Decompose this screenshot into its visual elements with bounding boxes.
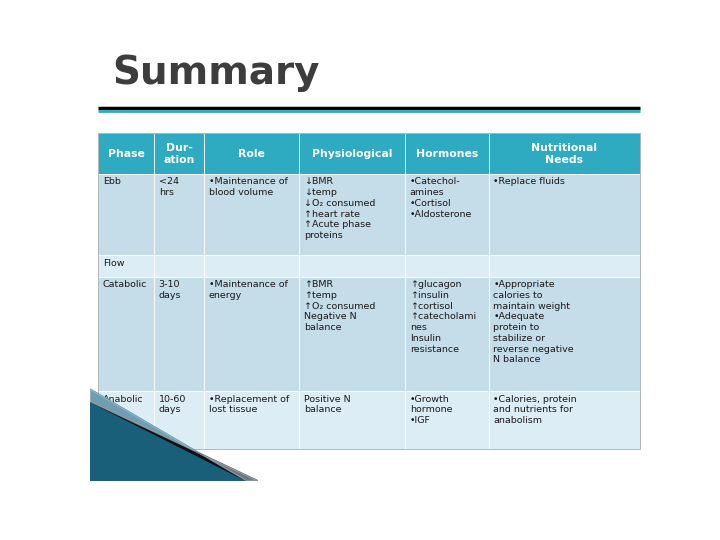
Text: Role: Role bbox=[238, 149, 265, 159]
Text: •Replacement of
lost tissue: •Replacement of lost tissue bbox=[209, 395, 289, 414]
Bar bbox=[489, 133, 639, 174]
Text: •Calories, protein
and nutrients for
anabolism: •Calories, protein and nutrients for ana… bbox=[493, 395, 577, 425]
Text: •Growth
hormone
•IGF: •Growth hormone •IGF bbox=[410, 395, 452, 425]
Bar bbox=[99, 277, 154, 391]
Bar bbox=[99, 391, 154, 449]
Bar bbox=[300, 277, 405, 391]
Text: Ebb: Ebb bbox=[103, 178, 121, 186]
Bar bbox=[99, 133, 154, 174]
Bar bbox=[300, 391, 405, 449]
Text: 10-60
days: 10-60 days bbox=[158, 395, 186, 414]
Bar bbox=[204, 277, 300, 391]
Bar bbox=[154, 391, 204, 449]
Bar bbox=[489, 174, 639, 255]
Bar bbox=[204, 255, 300, 277]
Text: <24
hrs: <24 hrs bbox=[158, 178, 179, 197]
Text: •Replace fluids: •Replace fluids bbox=[493, 178, 565, 186]
Text: Flow: Flow bbox=[103, 259, 125, 267]
Bar bbox=[204, 391, 300, 449]
Text: Hormones: Hormones bbox=[416, 149, 478, 159]
Bar bbox=[405, 133, 489, 174]
Text: Phase: Phase bbox=[108, 149, 145, 159]
Bar bbox=[99, 174, 154, 255]
Bar bbox=[204, 133, 300, 174]
Text: Nutritional
Needs: Nutritional Needs bbox=[531, 143, 598, 165]
Bar bbox=[154, 277, 204, 391]
Text: ↑BMR
↑temp
↑O₂ consumed
Negative N
balance: ↑BMR ↑temp ↑O₂ consumed Negative N balan… bbox=[304, 280, 375, 332]
Bar bbox=[489, 277, 639, 391]
Text: •Maintenance of
blood volume: •Maintenance of blood volume bbox=[209, 178, 288, 197]
Text: Positive N
balance: Positive N balance bbox=[304, 395, 351, 414]
Text: ↑glucagon
↑insulin
↑cortisol
↑catecholami
nes
Insulin
resistance: ↑glucagon ↑insulin ↑cortisol ↑catecholam… bbox=[410, 280, 476, 354]
Text: Physiological: Physiological bbox=[312, 149, 392, 159]
Text: 3-10
days: 3-10 days bbox=[158, 280, 181, 300]
Text: •Maintenance of
energy: •Maintenance of energy bbox=[209, 280, 288, 300]
Text: •Appropriate
calories to
maintain weight
•Adequate
protein to
stabilize or
rever: •Appropriate calories to maintain weight… bbox=[493, 280, 574, 364]
Bar bbox=[405, 277, 489, 391]
Polygon shape bbox=[90, 402, 258, 481]
Bar bbox=[99, 133, 639, 449]
Bar bbox=[154, 255, 204, 277]
Polygon shape bbox=[90, 410, 230, 481]
Bar bbox=[300, 255, 405, 277]
Bar bbox=[99, 255, 154, 277]
Bar bbox=[300, 133, 405, 174]
Bar bbox=[405, 391, 489, 449]
Polygon shape bbox=[90, 389, 258, 481]
Bar bbox=[405, 255, 489, 277]
Bar bbox=[489, 391, 639, 449]
Bar bbox=[300, 174, 405, 255]
Bar bbox=[154, 133, 204, 174]
Text: •Catechol-
amines
•Cortisol
•Aldosterone: •Catechol- amines •Cortisol •Aldosterone bbox=[410, 178, 472, 219]
Text: Dur-
ation: Dur- ation bbox=[163, 143, 195, 165]
Bar bbox=[204, 174, 300, 255]
Text: ↓BMR
↓temp
↓O₂ consumed
↑heart rate
↑Acute phase
proteins: ↓BMR ↓temp ↓O₂ consumed ↑heart rate ↑Acu… bbox=[304, 178, 375, 240]
Text: Catabolic: Catabolic bbox=[103, 280, 147, 289]
Text: Anabolic: Anabolic bbox=[103, 395, 143, 403]
Bar bbox=[489, 255, 639, 277]
Bar bbox=[154, 174, 204, 255]
Bar bbox=[405, 174, 489, 255]
Polygon shape bbox=[90, 389, 246, 481]
Text: Summary: Summary bbox=[112, 54, 320, 92]
